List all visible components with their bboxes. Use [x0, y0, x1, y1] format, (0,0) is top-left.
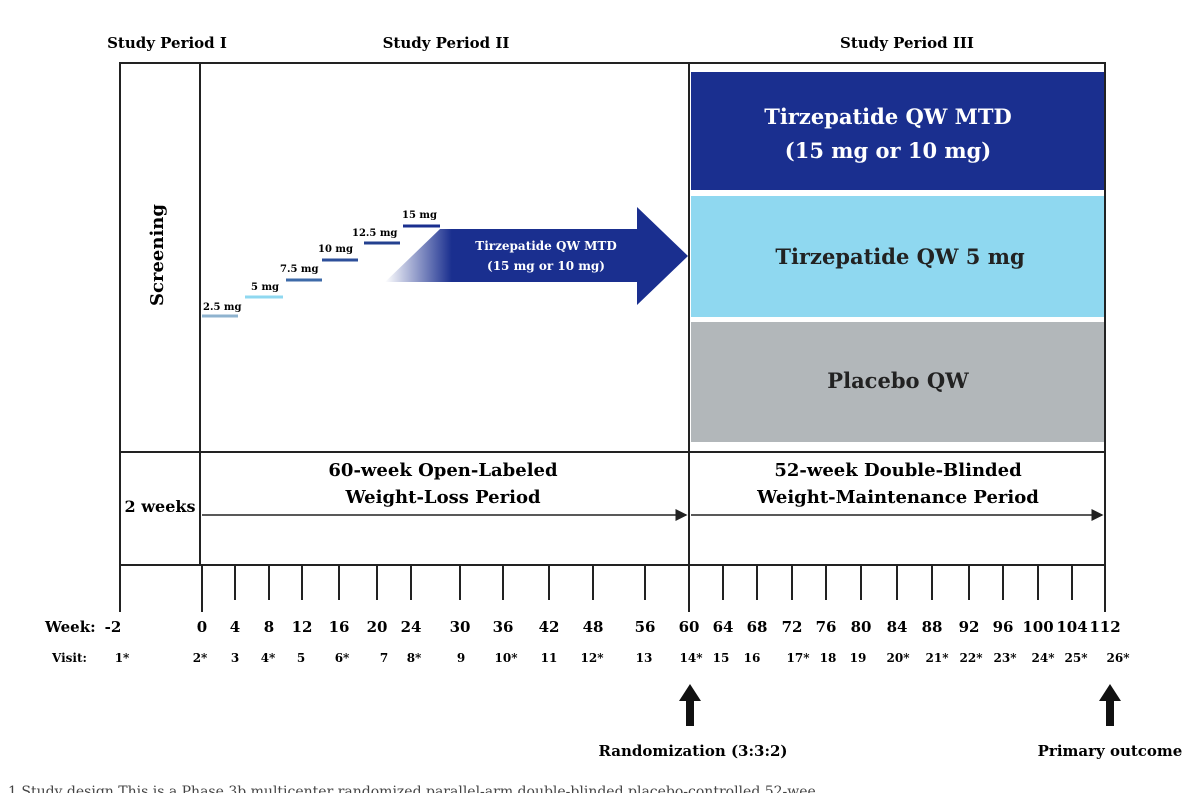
dose-step-label: 12.5 mg: [352, 228, 397, 239]
primary-outcome-marker: Primary outcome: [1038, 684, 1183, 760]
visit-label: 18: [820, 651, 837, 665]
arm-mtd-line2: (15 mg or 10 mg): [785, 138, 991, 163]
visit-label: 14*: [680, 651, 704, 665]
week-label: 96: [993, 618, 1014, 636]
study-period-3-label: Study Period III: [840, 34, 974, 52]
week-label: 68: [747, 618, 768, 636]
dose-step-label: 7.5 mg: [280, 264, 318, 275]
week-label: 64: [713, 618, 734, 636]
mtd-arrow: Tirzepatide QW MTD (15 mg or 10 mg): [385, 207, 688, 305]
week-label: 36: [493, 618, 514, 636]
randomization-label: Randomization (3:3:2): [598, 742, 787, 760]
diagram-frame: [119, 62, 1106, 566]
double-blind-line2: Weight-Maintenance Period: [756, 487, 1039, 508]
open-label-line2: Weight-Loss Period: [344, 487, 541, 508]
visit-label: 9: [457, 651, 465, 665]
visit-label: 7: [380, 651, 388, 665]
week-label: 0: [197, 618, 207, 636]
visit-label: 23*: [994, 651, 1018, 665]
visit-label: 3: [231, 651, 239, 665]
visit-label: 13: [636, 651, 653, 665]
up-arrow-icon: [1099, 684, 1121, 726]
week-label: 48: [583, 618, 604, 636]
week-label: 42: [539, 618, 560, 636]
mtd-arrow-line2: (15 mg or 10 mg): [487, 259, 605, 273]
double-blind-line1: 52-week Double-Blinded: [774, 460, 1022, 481]
arm-mtd-box: [691, 72, 1104, 190]
visit-label: 24*: [1032, 651, 1056, 665]
arm-placebo-label: Placebo QW: [827, 368, 969, 393]
screening-label: Screening: [147, 204, 168, 306]
visit-label: 25*: [1065, 651, 1089, 665]
visit-row-label: Visit:: [51, 651, 87, 665]
up-arrow-icon: [679, 684, 701, 726]
week-label: 92: [959, 618, 980, 636]
week-row-label: Week:: [44, 618, 96, 636]
week-label: 80: [851, 618, 872, 636]
visit-label: 8*: [407, 651, 422, 665]
week-label: 24: [401, 618, 422, 636]
week-label: 72: [782, 618, 803, 636]
visit-label: 16: [744, 651, 761, 665]
visit-label: 11: [541, 651, 558, 665]
week-label: -2: [105, 618, 122, 636]
week-label: 112: [1089, 618, 1120, 636]
dose-escalation-steps: 2.5 mg 5 mg 7.5 mg 10 mg 12.5 mg 15 mg: [202, 210, 440, 318]
week-label: 60: [679, 618, 700, 636]
visit-label: 2*: [193, 651, 208, 665]
week-label: 16: [329, 618, 350, 636]
visit-label: 6*: [335, 651, 350, 665]
visit-label: 12*: [581, 651, 605, 665]
week-label: 56: [635, 618, 656, 636]
week-label: 76: [816, 618, 837, 636]
visit-label: 15: [713, 651, 730, 665]
visit-label: 5: [297, 651, 305, 665]
visit-label: 21*: [926, 651, 950, 665]
arm-placebo-box: [691, 322, 1104, 442]
primary-outcome-label: Primary outcome: [1038, 742, 1183, 760]
visit-label: 26*: [1107, 651, 1131, 665]
study-period-1-label: Study Period I: [107, 34, 227, 52]
week-label: 8: [264, 618, 274, 636]
arm-5mg-label: Tirzepatide QW 5 mg: [775, 244, 1025, 269]
week-label: 84: [887, 618, 908, 636]
mtd-arrow-line1: Tirzepatide QW MTD: [475, 239, 616, 253]
dose-step-label: 2.5 mg: [203, 302, 241, 313]
screening-duration: 2 weeks: [125, 497, 196, 516]
dose-step-label: 10 mg: [318, 244, 353, 255]
visit-label: 4*: [261, 651, 276, 665]
week-label: 30: [450, 618, 471, 636]
study-period-2-label: Study Period II: [383, 34, 510, 52]
week-label: 20: [367, 618, 388, 636]
figure-caption: 1 Study design This is a Phase 3b multic…: [8, 784, 816, 793]
visit-label: 22*: [960, 651, 984, 665]
week-label: 100: [1022, 618, 1053, 636]
week-label: 88: [922, 618, 943, 636]
week-label: 104: [1056, 618, 1087, 636]
randomization-marker: Randomization (3:3:2): [598, 684, 788, 760]
week-label: 4: [230, 618, 240, 636]
visit-label: 20*: [887, 651, 911, 665]
dose-step-label: 15 mg: [402, 210, 437, 221]
timeline: -2 1* 0 2* 4 3 8 4* 12 5 16 6* 20 7 24 8* 30 9 36 10* 42 11 48…: [105, 565, 1131, 665]
visit-label: 19: [850, 651, 867, 665]
dose-step-label: 5 mg: [251, 282, 279, 293]
visit-label: 1*: [115, 651, 130, 665]
visit-label: 10*: [495, 651, 519, 665]
arm-mtd-line1: Tirzepatide QW MTD: [764, 104, 1012, 129]
arm-5mg-box: [691, 196, 1104, 317]
visit-label: 17*: [787, 651, 811, 665]
week-label: 12: [292, 618, 313, 636]
open-label-line1: 60-week Open-Labeled: [328, 460, 558, 481]
